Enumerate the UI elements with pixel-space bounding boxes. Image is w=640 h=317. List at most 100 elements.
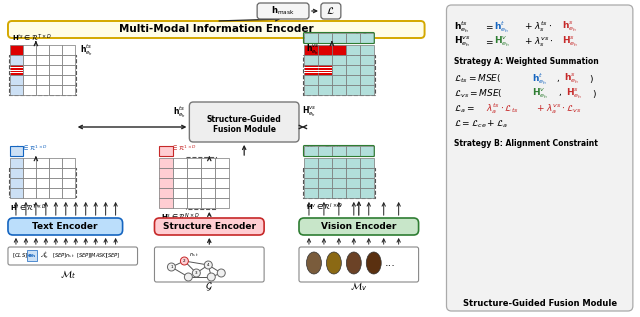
Bar <box>188 198 202 208</box>
Text: Structure-Guided: Structure-Guided <box>207 114 282 124</box>
Text: $\lambda^{ts}_a \cdot \mathcal{L}_{ts}$: $\lambda^{ts}_a \cdot \mathcal{L}_{ts}$ <box>486 101 519 116</box>
Bar <box>318 158 332 168</box>
Bar <box>49 188 62 198</box>
Bar <box>159 198 173 208</box>
Bar <box>360 158 374 168</box>
Text: $\mathbf{H}^s_{e_h}$: $\mathbf{H}^s_{e_h}$ <box>566 87 582 101</box>
Text: $\mathbf{h}^{ts}_{e_h}$: $\mathbf{h}^{ts}_{e_h}$ <box>454 19 469 35</box>
Bar <box>346 45 360 55</box>
FancyBboxPatch shape <box>321 3 341 19</box>
Text: $\mathcal{M}_t$: $\mathcal{M}_t$ <box>60 268 76 281</box>
Bar <box>332 55 346 65</box>
Bar <box>36 55 49 65</box>
Text: $\mathbf{H}^{ts} \in \mathcal{R}^{T \times D}$: $\mathbf{H}^{ts} \in \mathcal{R}^{T \tim… <box>12 32 52 43</box>
Text: $\mathbf{h}_\mathrm{mask}$: $\mathbf{h}_\mathrm{mask}$ <box>271 5 295 17</box>
Text: $\mathbf{h}^{ts}_{e_h}$: $\mathbf{h}^{ts}_{e_h}$ <box>80 42 93 58</box>
Text: $\mathcal{L}_{ts} = MSE($: $\mathcal{L}_{ts} = MSE($ <box>454 73 502 85</box>
Bar <box>159 158 173 168</box>
Text: $=$: $=$ <box>484 23 495 31</box>
Bar <box>332 146 346 156</box>
Bar <box>346 65 360 75</box>
FancyBboxPatch shape <box>8 247 138 265</box>
Bar <box>188 158 202 168</box>
Bar <box>304 55 318 65</box>
Bar <box>62 65 75 75</box>
Bar <box>10 72 23 73</box>
Bar <box>346 33 360 43</box>
Bar <box>10 188 23 198</box>
Text: ...: ... <box>385 258 396 268</box>
Bar <box>202 188 215 198</box>
Text: 1: 1 <box>170 265 173 269</box>
Bar <box>360 178 374 188</box>
Text: $+\ \lambda^{vs}_a \cdot \mathcal{L}_{vs}$: $+\ \lambda^{vs}_a \cdot \mathcal{L}_{vs… <box>536 102 582 116</box>
Text: $)$: $)$ <box>589 73 594 85</box>
Text: 2: 2 <box>183 259 186 263</box>
Text: 3: 3 <box>195 271 198 275</box>
Text: $+\ \lambda^{ts}_s \cdot$: $+\ \lambda^{ts}_s \cdot$ <box>524 20 552 35</box>
Bar <box>332 65 346 75</box>
Text: $\mathbf{h}^s_{e_h}$: $\mathbf{h}^s_{e_h}$ <box>562 20 577 34</box>
Bar <box>23 45 36 55</box>
Bar <box>159 168 173 178</box>
Bar <box>318 65 332 75</box>
Bar <box>215 158 229 168</box>
Circle shape <box>168 263 175 271</box>
Bar <box>188 168 202 178</box>
Bar <box>304 69 332 71</box>
Text: $+\ \lambda^{vs}_s \cdot$: $+\ \lambda^{vs}_s \cdot$ <box>524 35 554 49</box>
Text: $\mathbf{h}^t_{e_h}$: $\mathbf{h}^t_{e_h}$ <box>494 19 509 35</box>
Bar <box>173 168 188 178</box>
Bar <box>202 198 215 208</box>
Bar <box>202 168 215 178</box>
Text: $[MASK]$: $[MASK]$ <box>89 252 108 260</box>
Bar <box>360 146 374 156</box>
Bar <box>10 178 23 188</box>
Circle shape <box>217 269 225 277</box>
Bar <box>215 168 229 178</box>
Bar <box>62 188 75 198</box>
Bar <box>332 188 346 198</box>
Bar <box>346 178 360 188</box>
Bar <box>49 158 62 168</box>
Text: $\mathbf{e_h}$: $\mathbf{e_h}$ <box>28 252 36 260</box>
Bar <box>215 198 229 208</box>
Text: $\mathbf{H}^v_{e_h} \in \mathcal{R}^{I \times D}$: $\mathbf{H}^v_{e_h} \in \mathcal{R}^{I \… <box>306 144 341 155</box>
Bar <box>10 85 23 95</box>
FancyBboxPatch shape <box>447 5 633 311</box>
Text: $[SEP]$: $[SEP]$ <box>105 252 120 260</box>
Bar <box>332 45 346 55</box>
Bar <box>62 158 75 168</box>
Bar <box>304 85 318 95</box>
FancyBboxPatch shape <box>257 3 309 19</box>
Bar <box>215 188 229 198</box>
Bar <box>36 75 49 85</box>
Bar <box>173 178 188 188</box>
Bar <box>318 146 332 156</box>
Bar <box>360 33 374 43</box>
Bar <box>332 158 346 168</box>
Bar <box>49 168 62 178</box>
Text: $\mathbf{H}^v \in \mathcal{R}^{I \times D}$: $\mathbf{H}^v \in \mathcal{R}^{I \times … <box>306 202 343 213</box>
Text: $\mathcal{L}_{vs} = MSE($: $\mathcal{L}_{vs} = MSE($ <box>454 88 503 100</box>
Bar <box>346 75 360 85</box>
Bar <box>49 75 62 85</box>
Bar <box>346 146 360 156</box>
Text: $\mathcal{M}_v$: $\mathcal{M}_v$ <box>350 281 367 294</box>
Bar <box>304 65 318 75</box>
Bar <box>318 188 332 198</box>
Bar <box>173 158 188 168</box>
Bar <box>332 85 346 95</box>
Bar <box>346 158 360 168</box>
Text: $\mathcal{A}^t_h$: $\mathcal{A}^t_h$ <box>40 251 49 261</box>
Text: $[SEP]$: $[SEP]$ <box>76 252 92 260</box>
Bar <box>10 67 23 68</box>
Bar <box>215 178 229 188</box>
Bar <box>159 146 173 156</box>
Bar <box>23 85 36 95</box>
Bar <box>304 75 318 85</box>
Bar <box>36 158 49 168</box>
Bar <box>202 158 215 168</box>
Text: $\mathbf{H}^t \in \mathcal{R}^{T \times D}$: $\mathbf{H}^t \in \mathcal{R}^{T \times … <box>10 202 47 213</box>
Text: 4: 4 <box>207 263 209 267</box>
